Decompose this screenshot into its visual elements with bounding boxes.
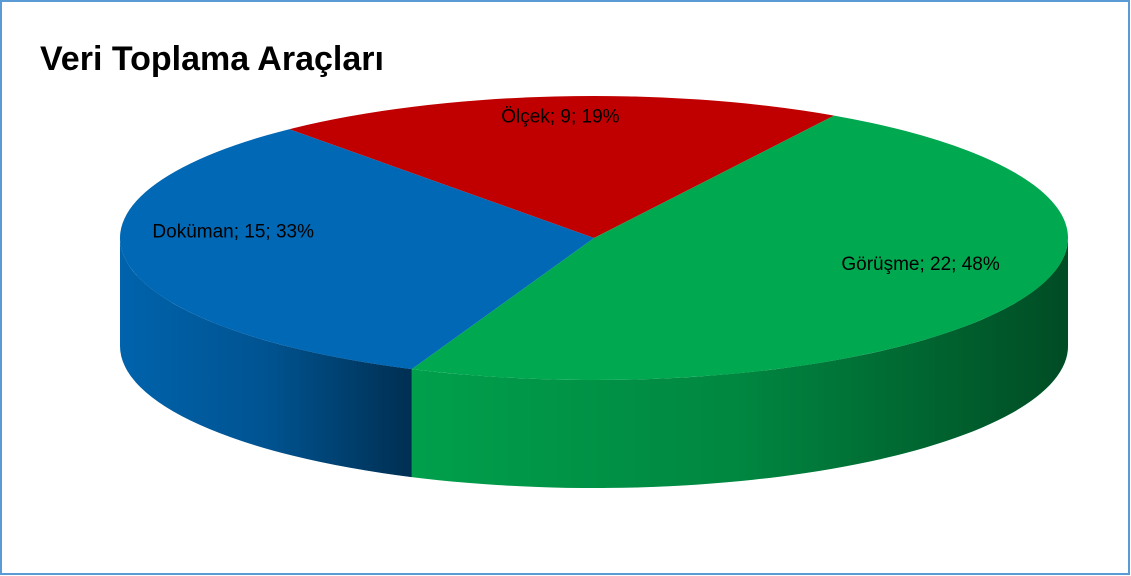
data-label: Görüşme; 22; 48% [841, 254, 1000, 275]
slice [411, 115, 1068, 380]
pie-tops [119, 95, 1068, 380]
chart-title: Veri Toplama Araçları [40, 40, 384, 78]
pie-labels: Ölçek; 9; 19% Görüşme; 22; 48% Doküman; 15… [152, 107, 999, 275]
data-label: Ölçek; 9; 19% [501, 107, 619, 128]
slice-side-shade [411, 238, 1069, 488]
slice [119, 129, 595, 370]
pie-sides [120, 238, 1069, 488]
data-label: Doküman; 15; 33% [152, 222, 314, 243]
slice [289, 95, 835, 238]
slice-side-shade [120, 238, 412, 478]
